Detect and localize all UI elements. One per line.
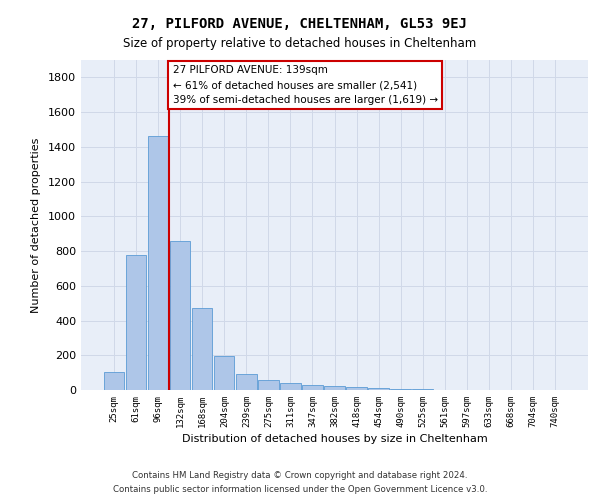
Text: Contains public sector information licensed under the Open Government Licence v3: Contains public sector information licen… (113, 484, 487, 494)
Bar (346, 387, 367, 390)
Bar (280, 383, 301, 390)
Bar (214, 356, 235, 390)
Bar (148, 136, 169, 390)
Text: Size of property relative to detached houses in Cheltenham: Size of property relative to detached ho… (124, 38, 476, 51)
X-axis label: Distribution of detached houses by size in Cheltenham: Distribution of detached houses by size … (182, 434, 487, 444)
Bar (391, 389, 411, 390)
Bar (126, 256, 146, 390)
Text: Contains HM Land Registry data © Crown copyright and database right 2024.: Contains HM Land Registry data © Crown c… (132, 472, 468, 480)
Bar (104, 372, 124, 390)
Text: 27 PILFORD AVENUE: 139sqm
← 61% of detached houses are smaller (2,541)
39% of se: 27 PILFORD AVENUE: 139sqm ← 61% of detac… (173, 65, 437, 105)
Bar (236, 374, 257, 390)
Text: 27, PILFORD AVENUE, CHELTENHAM, GL53 9EJ: 27, PILFORD AVENUE, CHELTENHAM, GL53 9EJ (133, 18, 467, 32)
Bar (258, 380, 278, 390)
Bar (325, 386, 344, 390)
Bar (302, 385, 323, 390)
Bar (192, 308, 212, 390)
Y-axis label: Number of detached properties: Number of detached properties (31, 138, 41, 312)
Bar (368, 388, 389, 390)
Bar (170, 240, 190, 390)
